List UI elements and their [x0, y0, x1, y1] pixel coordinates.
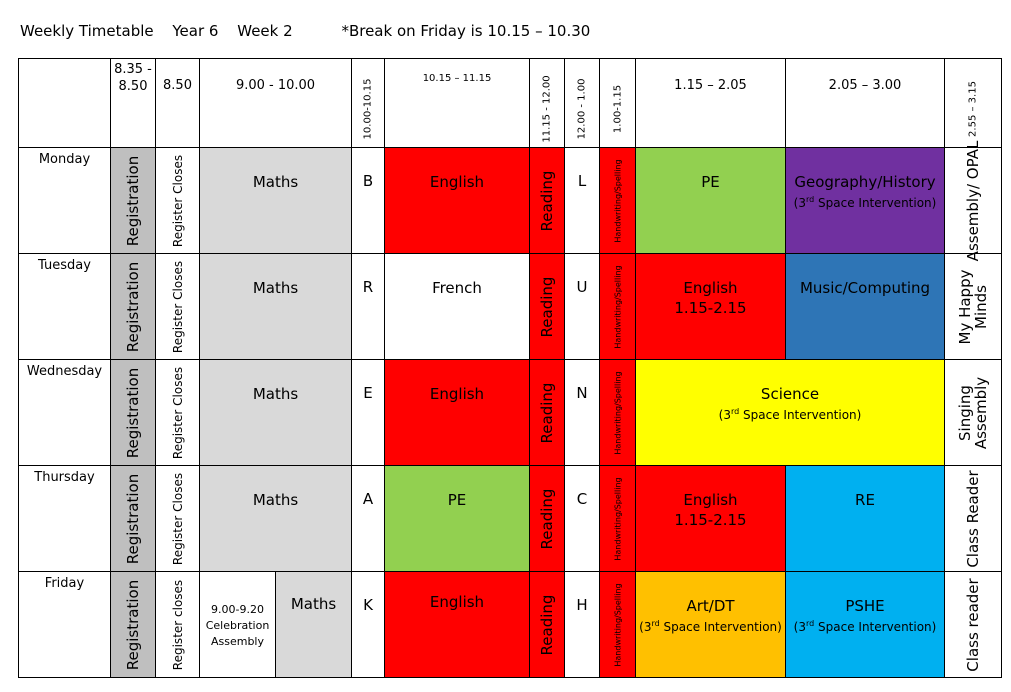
break-note: *Break on Friday is 10.15 – 10.30	[341, 22, 591, 40]
break-cell: E	[351, 359, 385, 466]
header-row: 8.35 - 8.50 8.50 9.00 - 10.00 10.00-10.1…	[18, 58, 1002, 148]
row-friday: Friday Registration Register closes 9.00…	[18, 571, 1002, 678]
mid-lesson-cell: English	[384, 571, 530, 678]
register-closes-cell: Register closes	[155, 571, 200, 678]
lunch-cell: U	[564, 253, 600, 360]
p9-cell: Art/DT (3rd Space Intervention)	[635, 571, 786, 678]
mid-lesson-cell: English	[384, 147, 530, 254]
handwriting-cell: Handwriting/Spelling	[599, 359, 636, 466]
col-header-p10: 2.05 – 3.00	[785, 58, 945, 148]
row-wednesday: Wednesday Registration Register Closes M…	[18, 359, 1002, 466]
assembly-cell: 9.00-9.20 Celebration Assembly	[199, 571, 276, 678]
col-header-handwriting: 1.00-1.15	[599, 58, 636, 148]
col-header-break: 10.00-10.15	[351, 58, 385, 148]
col-header-reading: 11.15 - 12.00	[529, 58, 565, 148]
p10-cell: PSHE (3rd Space Intervention)	[785, 571, 945, 678]
col-header-lunch: 12.00 - 1.00	[564, 58, 600, 148]
end-cell: Singing Assembly	[944, 359, 1002, 466]
col-header-p9: 1.15 – 2.05	[635, 58, 786, 148]
handwriting-cell: Handwriting/Spelling	[599, 253, 636, 360]
register-closes-cell: Register Closes	[155, 253, 200, 360]
mid-lesson-cell: French	[384, 253, 530, 360]
registration-cell: Registration	[110, 147, 156, 254]
row-tuesday: Tuesday Registration Register Closes Mat…	[18, 253, 1002, 360]
p9-p10-cell: Science (3rd Space Intervention)	[635, 359, 945, 466]
reading-cell: Reading	[529, 465, 565, 572]
lunch-cell: L	[564, 147, 600, 254]
break-cell: B	[351, 147, 385, 254]
col-header-end: 2.55 – 3.15	[944, 58, 1002, 148]
day-name: Monday	[18, 147, 111, 254]
p9-cell: English 1.15-2.15	[635, 253, 786, 360]
row-thursday: Thursday Registration Register Closes Ma…	[18, 465, 1002, 572]
end-cell: Class Reader	[944, 465, 1002, 572]
timetable-header: Weekly Timetable Year 6 Week 2 *Break on…	[20, 22, 590, 40]
end-cell: Class reader	[944, 571, 1002, 678]
row-monday: Monday Registration Register Closes Math…	[18, 140, 1002, 261]
corner-cell	[18, 58, 111, 148]
col-header-maths: 9.00 - 10.00	[199, 58, 352, 148]
registration-cell: Registration	[110, 253, 156, 360]
lunch-cell: N	[564, 359, 600, 466]
maths-cell: Maths	[199, 253, 352, 360]
mid-lesson-cell: PE	[384, 465, 530, 572]
maths-cell: Maths	[199, 359, 352, 466]
end-cell: My Happy Minds	[944, 253, 1002, 360]
maths-cell: Maths	[199, 465, 352, 572]
handwriting-cell: Handwriting/Spelling	[599, 571, 636, 678]
register-closes-cell: Register Closes	[155, 465, 200, 572]
reading-cell: Reading	[529, 359, 565, 466]
handwriting-cell: Handwriting/Spelling	[599, 465, 636, 572]
register-closes-cell: Register Closes	[155, 359, 200, 466]
p9-cell: English 1.15-2.15	[635, 465, 786, 572]
maths-cell: Maths	[275, 571, 352, 678]
col-header-registration: 8.35 - 8.50	[110, 58, 156, 148]
day-name: Thursday	[18, 465, 111, 572]
week-label: Week 2	[237, 22, 293, 40]
day-name: Tuesday	[18, 253, 111, 360]
handwriting-cell: Handwriting/Spelling	[599, 147, 636, 254]
timetable-grid: 8.35 - 8.50 8.50 9.00 - 10.00 10.00-10.1…	[18, 58, 1002, 678]
col-header-mid: 10.15 – 11.15	[384, 58, 530, 148]
col-header-register-closes: 8.50	[155, 58, 200, 148]
break-cell: K	[351, 571, 385, 678]
year-label: Year 6	[172, 22, 219, 40]
break-cell: A	[351, 465, 385, 572]
maths-cell: Maths	[199, 147, 352, 254]
reading-cell: Reading	[529, 253, 565, 360]
lunch-cell: H	[564, 571, 600, 678]
registration-cell: Registration	[110, 359, 156, 466]
reading-cell: Reading	[529, 147, 565, 254]
mid-lesson-cell: English	[384, 359, 530, 466]
p10-cell: Geography/History (3rd Space Intervention…	[785, 147, 945, 254]
lunch-cell: C	[564, 465, 600, 572]
day-name: Wednesday	[18, 359, 111, 466]
reading-cell: Reading	[529, 571, 565, 678]
p10-cell: RE	[785, 465, 945, 572]
day-name: Friday	[18, 571, 111, 678]
timetable-title: Weekly Timetable	[20, 22, 154, 40]
registration-cell: Registration	[110, 571, 156, 678]
break-cell: R	[351, 253, 385, 360]
p10-cell: Music/Computing	[785, 253, 945, 360]
register-closes-cell: Register Closes	[155, 147, 200, 254]
end-cell: Assembly/ OPAL	[944, 140, 1002, 261]
registration-cell: Registration	[110, 465, 156, 572]
p9-cell: PE	[635, 147, 786, 254]
